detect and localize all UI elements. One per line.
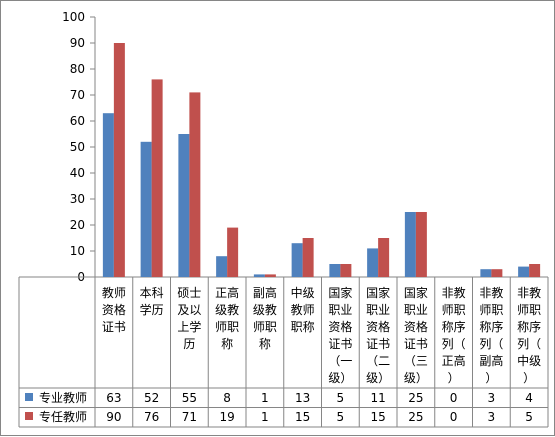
data-table-value: 19 [219,410,234,424]
data-table-value: 90 [106,410,121,424]
bar-series-2 [151,79,163,278]
category-label: 国家职业资格证书（一级） [328,285,352,385]
y-tick-label: 80 [70,62,85,76]
category-label: 教师资格证书 [102,285,126,334]
data-table-value: 8 [223,391,231,405]
category-label: 硕士及以上学历 [177,286,201,351]
legend-series-name: 专业教师 [39,390,87,405]
data-table-value: 71 [182,410,197,424]
bar-series-1 [518,266,530,277]
category-label: 国家职业资格证书（二级） [366,285,390,385]
category-label: 非教师职称序列（副高） [479,285,503,385]
y-tick-label: 30 [70,192,85,206]
y-tick-label: 90 [70,36,85,50]
bar-series-2 [529,264,541,277]
data-table-value: 1 [261,391,269,405]
bar-series-2 [302,238,314,277]
data-table-value: 15 [295,410,310,424]
data-table-value: 52 [144,391,159,405]
category-label: 副高级教师职称 [253,285,277,351]
data-table-value: 25 [408,391,423,405]
category-label: 中级教师职称 [291,285,315,334]
data-table-value: 1 [261,410,269,424]
bar-series-2 [340,264,352,277]
data-table-value: 5 [337,391,345,405]
y-tick-label: 100 [62,10,85,24]
data-table-value: 0 [450,391,458,405]
category-label: 非教师职称序列（正高） [442,285,466,385]
data-table-value: 25 [408,410,423,424]
data-table-value: 63 [106,391,121,405]
bar-series-1 [480,269,492,277]
bar-series-1 [291,243,303,277]
bar-series-1 [102,113,114,277]
bar-series-1 [178,134,190,277]
y-tick-label: 40 [70,166,85,180]
bar-series-1 [140,141,152,277]
data-table-value: 76 [144,410,159,424]
bar-series-2 [113,43,125,277]
bar-series-2 [189,92,201,278]
bar-series-1 [216,256,228,277]
data-table-value: 5 [525,410,533,424]
data-table-value: 0 [450,410,458,424]
bar-series-2 [378,238,390,277]
legend-key-series-2 [25,412,33,420]
bar-series-1 [367,248,379,277]
category-label: 国家职业资格证书（三级） [404,285,428,385]
bar-series-2 [264,274,276,277]
category-label: 正高级教师职称 [215,285,239,351]
bar-series-1 [404,212,416,277]
data-table-value: 4 [525,391,533,405]
y-tick-label: 50 [70,140,85,154]
bar-series-2 [227,227,239,277]
data-table-value: 3 [488,410,496,424]
data-table-value: 5 [337,410,345,424]
category-label: 本科学历 [140,286,164,317]
y-tick-label: 70 [70,88,85,102]
bar-series-2 [415,212,427,277]
category-label: 非教师职称序列（中级） [517,285,541,385]
legend-series-name: 专任教师 [39,409,87,424]
y-tick-label: 60 [70,114,85,128]
y-tick-label: 20 [70,218,85,232]
y-tick-label: 10 [70,244,85,258]
data-table-value: 11 [370,391,385,405]
legend-key-series-1 [25,393,33,401]
data-table-value: 3 [488,391,496,405]
bar-series-2 [491,269,503,277]
data-table-value: 55 [182,391,197,405]
data-table-value: 15 [370,410,385,424]
bar-series-1 [329,264,341,277]
data-table-value: 13 [295,391,310,405]
bar-series-1 [253,274,265,277]
